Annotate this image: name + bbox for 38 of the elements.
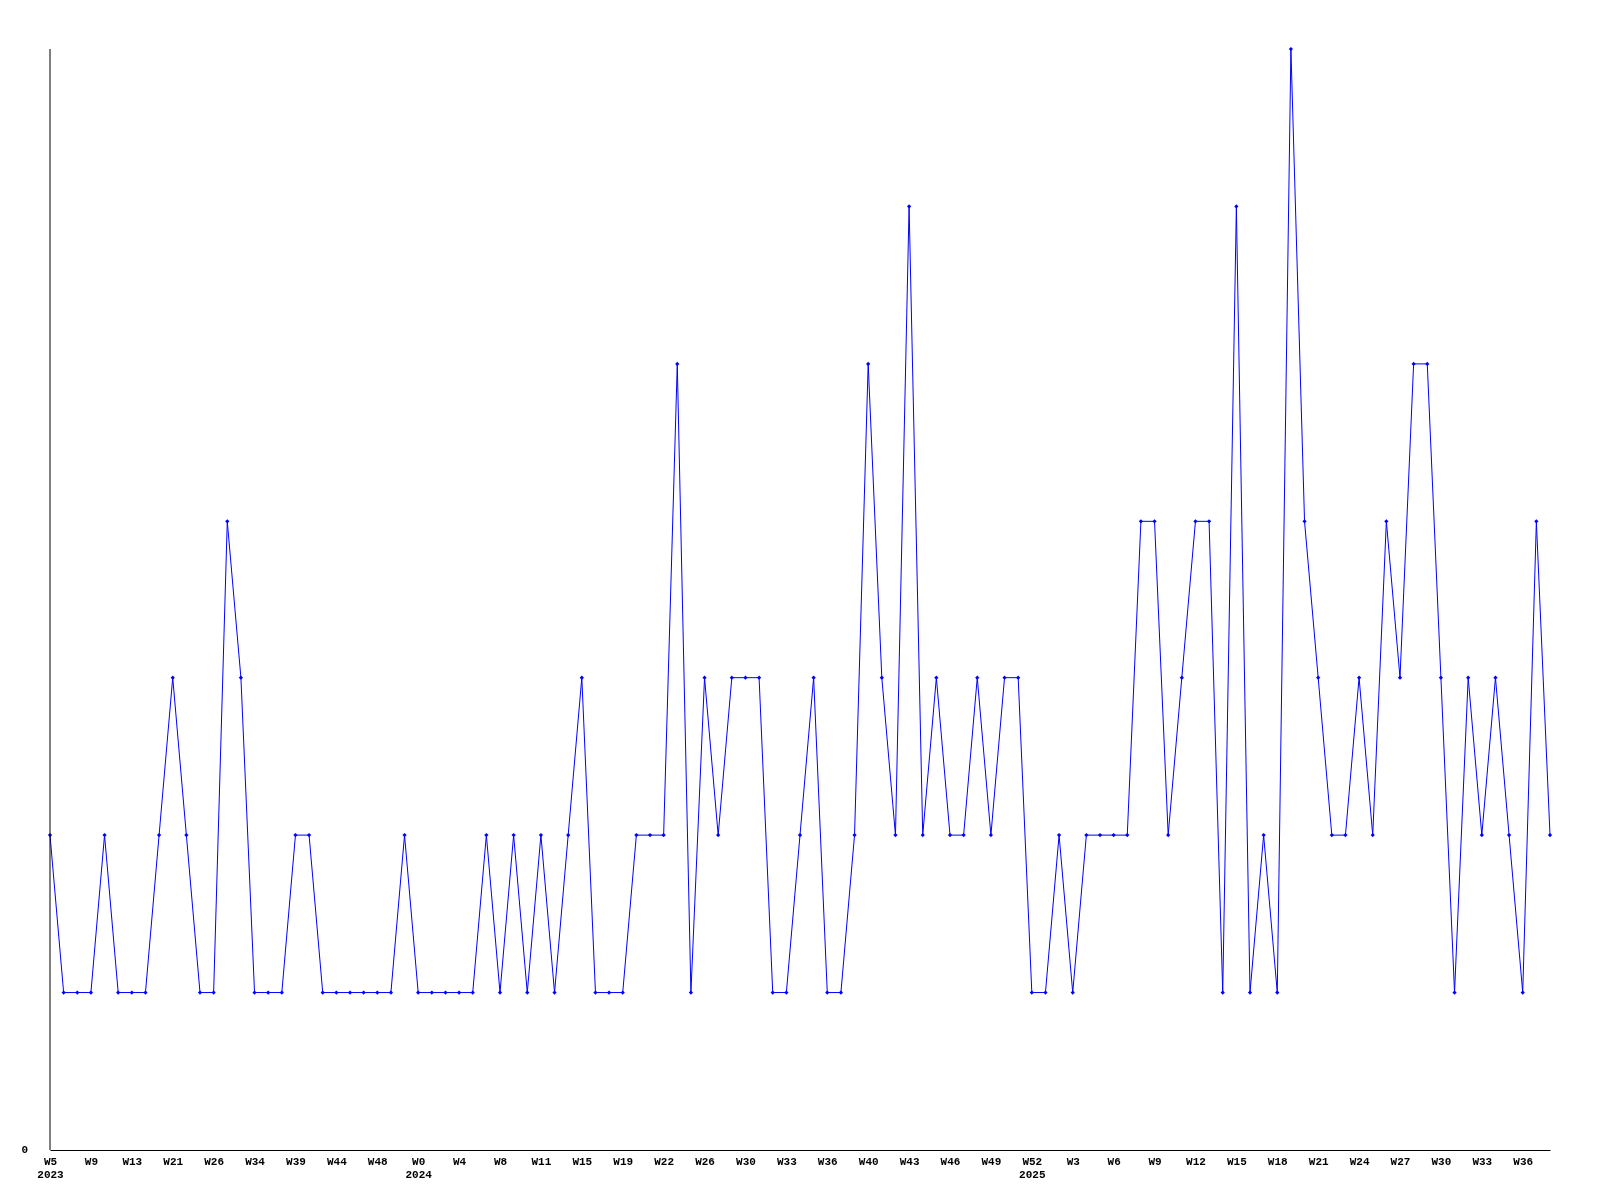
x-tick-label: W21 [163, 1155, 184, 1168]
x-tick-label: W36 [817, 1155, 838, 1168]
x-tick-label: W18 [1267, 1155, 1289, 1168]
x-tick-label: W39 [286, 1155, 306, 1168]
x-tick-label: W19 [613, 1155, 634, 1168]
x-tick-label: W36 [1513, 1155, 1534, 1168]
x-tick-label: W30 [1431, 1155, 1452, 1168]
x-tick-label: W48 [367, 1155, 389, 1168]
x-tick-label: W52 2025 [1019, 1155, 1046, 1181]
x-tick-label: W49 [981, 1155, 1002, 1168]
x-tick-label: W33 [776, 1155, 798, 1168]
x-tick-label: W33 [1472, 1155, 1493, 1168]
x-tick-label: W3 [1066, 1155, 1081, 1168]
text: 0 [21, 1144, 28, 1156]
x-tick-label: W26 [204, 1155, 225, 1168]
x-tick-label: W13 [122, 1155, 143, 1168]
x-tick-label: W26 [695, 1155, 715, 1168]
x-tick-label: W24 [1349, 1155, 1370, 1168]
x-tick-label: W9 [1148, 1155, 1162, 1168]
x-tick-label: W5 2023 [37, 1155, 65, 1181]
x-tick-label: W30 [736, 1155, 756, 1168]
x-tick-label: W40 [858, 1155, 879, 1168]
x-tick-label: W34 [245, 1155, 266, 1168]
x-tick-label: W15 [572, 1155, 593, 1168]
x-tick-label: W12 [1186, 1155, 1206, 1168]
x-tick-label: W21 [1308, 1155, 1329, 1168]
x-tick-label: W27 [1390, 1155, 1411, 1168]
x-tick-label: W43 [899, 1155, 920, 1168]
x-tick-label: W15 [1226, 1155, 1248, 1168]
x-tick-label: W9 [84, 1155, 99, 1168]
x-tick-label: W4 [452, 1155, 467, 1168]
x-tick-label: W8 [493, 1155, 508, 1168]
x-tick-label: W6 [1107, 1155, 1121, 1168]
x-tick-label: W44 [326, 1155, 348, 1168]
x-tick-label: W46 [940, 1155, 961, 1168]
x-tick-label: W22 [654, 1155, 675, 1168]
x-tick-label: W11 [531, 1155, 552, 1168]
x-tick-label: W0 2024 [405, 1155, 433, 1181]
